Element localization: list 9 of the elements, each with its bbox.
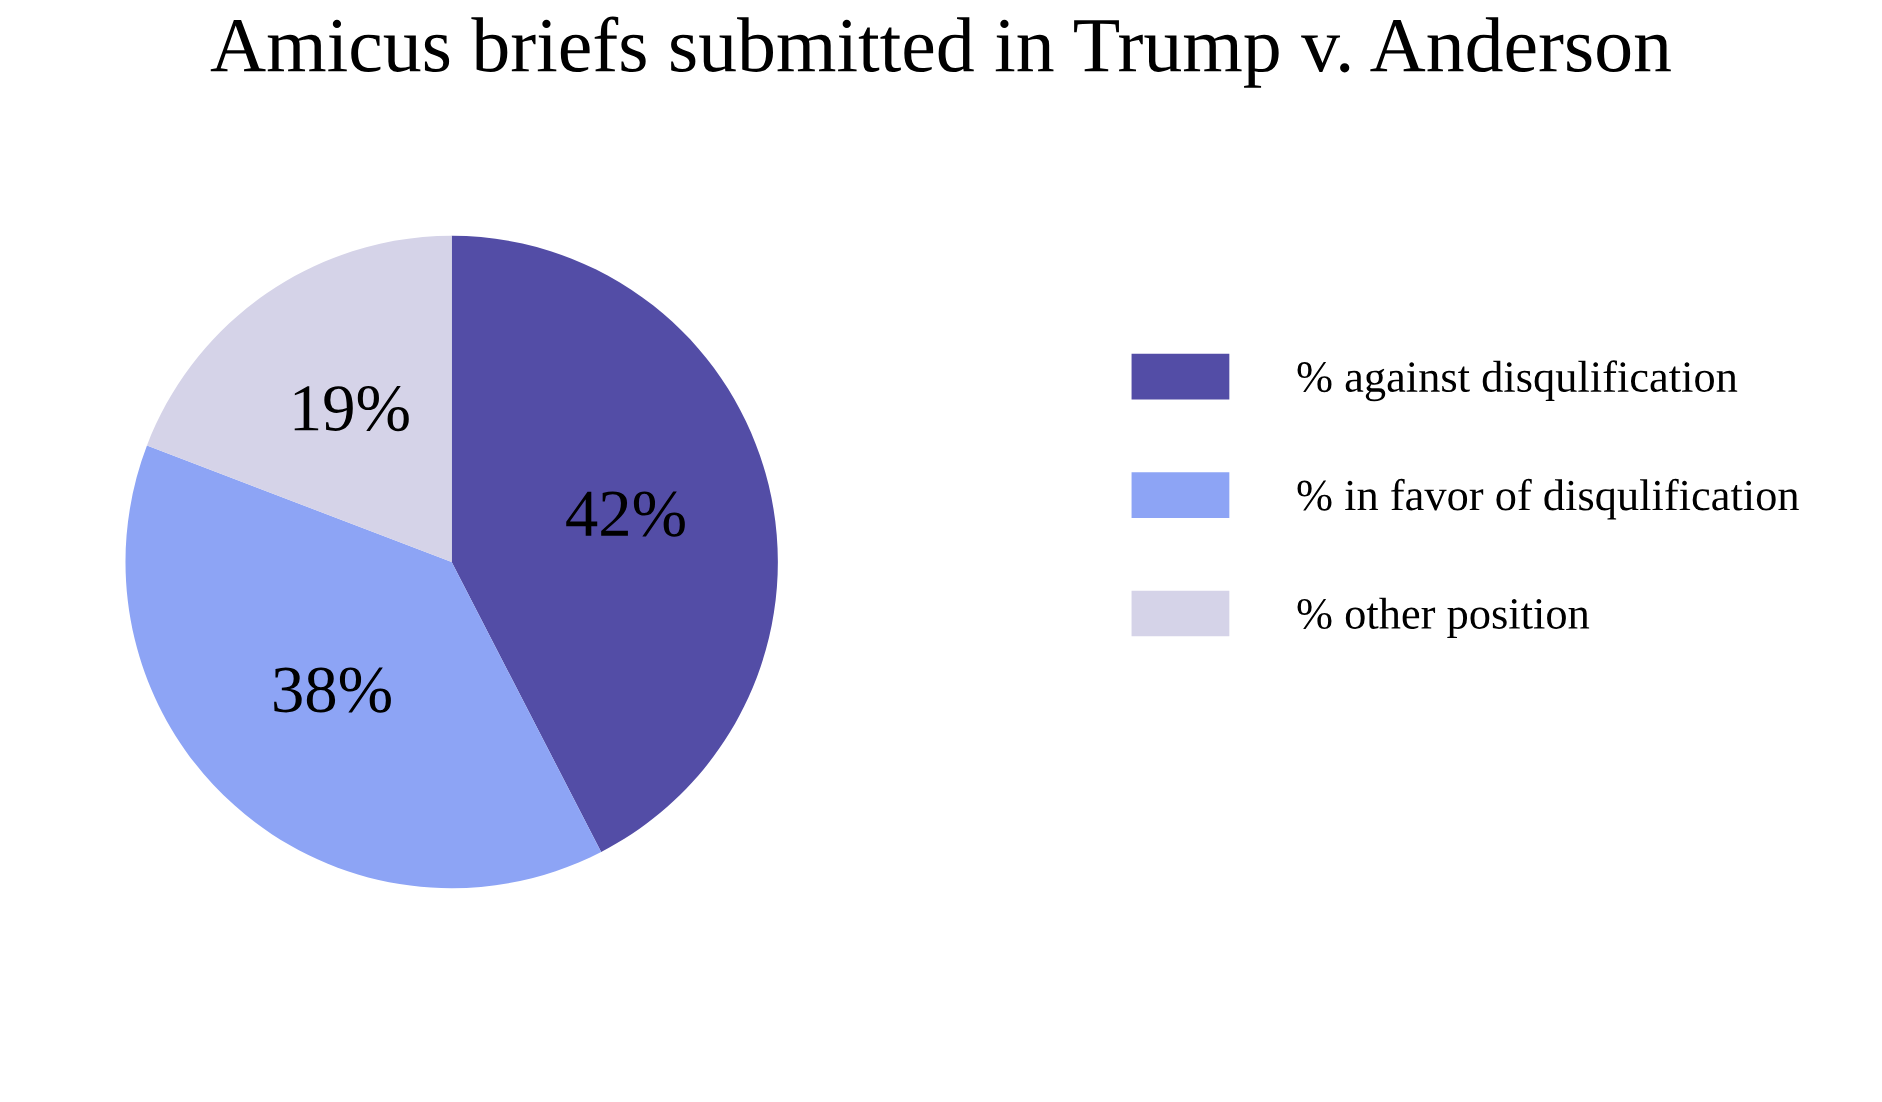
pie-slice [146, 235, 452, 563]
data-label: 42% [566, 491, 685, 537]
data-label: 38% [274, 667, 391, 713]
chart-title: Amicus briefs submitted in Trump v. Anderson [210, 16, 1671, 88]
legend-label: % against disqulification [1297, 360, 1738, 402]
pie-slice [451, 235, 778, 852]
legend-label: % other position [1297, 597, 1590, 638]
legend-label: % in favor of disqulification [1297, 478, 1799, 520]
data-label: 19% [294, 385, 409, 432]
